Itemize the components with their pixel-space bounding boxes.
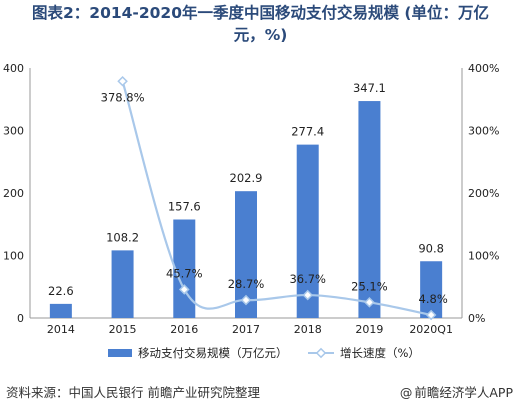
- legend-label-line: 增长速度（%）: [340, 346, 420, 360]
- legend-swatch-bar: [108, 349, 132, 357]
- bar-value-label: 277.4: [291, 125, 324, 139]
- y-left-tick-label: 300: [3, 125, 24, 138]
- y-left-tick-label: 200: [3, 187, 24, 200]
- growth-value-label: 28.7%: [228, 277, 265, 291]
- growth-point: [302, 289, 314, 301]
- growth-point: [240, 294, 252, 306]
- bar-value-label: 108.2: [106, 230, 139, 244]
- y-right-tick-label: 200%: [468, 187, 499, 200]
- growth-value-label: 378.8%: [101, 90, 145, 104]
- y-left-tick-label: 0: [17, 312, 24, 325]
- bar-value-label: 90.8: [418, 241, 444, 255]
- x-tick-label: 2016: [170, 323, 198, 336]
- x-tick-label: 2015: [109, 323, 137, 336]
- growth-point: [117, 75, 128, 87]
- y-left-tick-label: 400: [3, 62, 24, 75]
- brand-text: 前瞻经济学人APP: [414, 385, 513, 400]
- bar: [173, 219, 196, 318]
- growth-value-label: 25.1%: [351, 279, 388, 293]
- bar-value-label: 22.6: [48, 284, 74, 298]
- source-note: 资料来源：中国人民银行 前瞻产业研究院整理: [6, 385, 260, 400]
- legend-marker-line: [315, 347, 327, 359]
- y-left-tick-label: 100: [3, 250, 24, 263]
- bar: [235, 191, 257, 318]
- x-tick-label: 2020Q1: [409, 323, 453, 336]
- bar-value-label: 157.6: [168, 200, 201, 214]
- chart-title: 图表2：2014-2020年一季度中国移动支付交易规模 (单位：万亿 元，%): [0, 2, 521, 46]
- growth-value-label: 4.8%: [419, 292, 448, 306]
- brand-label: @ 前瞻经济学人APP: [400, 382, 513, 401]
- bar: [420, 261, 443, 318]
- bar: [49, 303, 72, 318]
- growth-point: [364, 297, 375, 308]
- bar: [296, 144, 319, 318]
- growth-value-label: 36.7%: [289, 272, 326, 286]
- y-right-tick-label: 0%: [468, 312, 485, 325]
- legend-label-bar: 移动支付交易规模（万亿元）: [138, 346, 288, 360]
- x-tick-label: 2017: [232, 323, 260, 336]
- bar: [111, 250, 134, 318]
- growth-point: [425, 309, 437, 321]
- y-right-tick-label: 100%: [468, 250, 499, 263]
- bar: [358, 101, 381, 318]
- chart-title-line1: 图表2：2014-2020年一季度中国移动支付交易规模 (单位：万亿: [32, 4, 489, 22]
- chart-title-line2: 元，%): [233, 26, 288, 44]
- y-right-tick-label: 300%: [468, 125, 499, 138]
- x-tick-label: 2018: [294, 323, 322, 336]
- at-sign-icon: @: [399, 385, 413, 400]
- growth-point: [178, 284, 190, 295]
- y-right-tick-label: 400%: [468, 62, 499, 75]
- bar-value-label: 202.9: [230, 171, 263, 185]
- x-tick-label: 2019: [355, 323, 383, 336]
- growth-value-label: 45.7%: [166, 266, 203, 280]
- bar-value-label: 347.1: [353, 81, 386, 95]
- x-tick-label: 2014: [47, 323, 75, 336]
